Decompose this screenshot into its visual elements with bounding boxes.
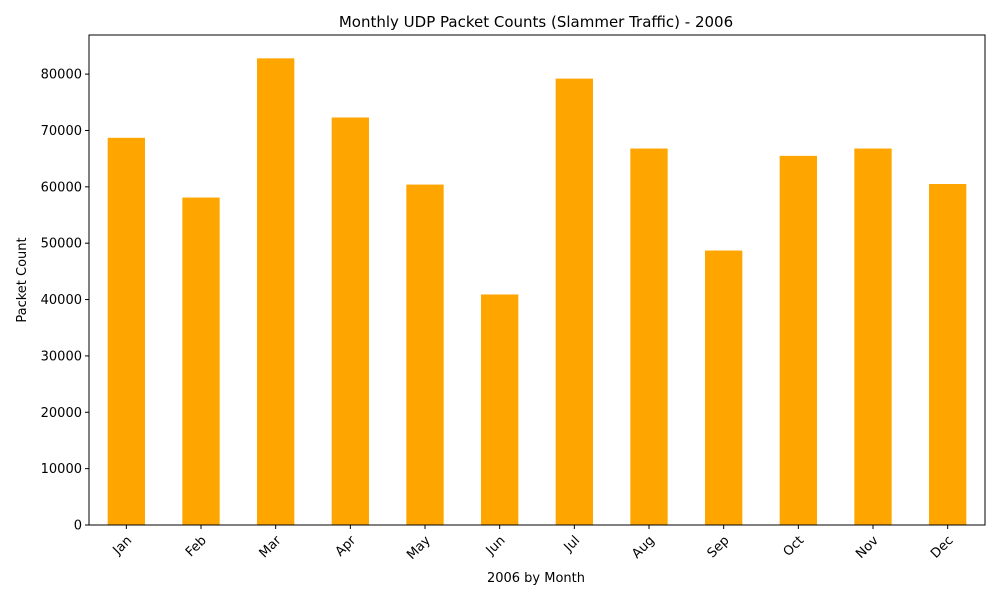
y-tick-label: 20000 [41, 406, 82, 421]
y-tick-label: 60000 [41, 180, 82, 195]
x-tick-label: Nov [853, 533, 882, 562]
y-tick-label: 70000 [41, 124, 82, 139]
y-tick-label: 30000 [41, 349, 82, 364]
x-tick-label: Feb [183, 533, 210, 560]
bar-oct [779, 155, 817, 525]
bar-sep [705, 250, 743, 525]
x-tick-label: Jan [110, 533, 135, 558]
x-tick-label: Oct [781, 533, 808, 560]
x-tick-label: Dec [928, 533, 956, 561]
bar-aug [630, 148, 668, 525]
x-axis-label: 2006 by Month [487, 571, 585, 586]
x-tick-label: Sep [705, 533, 733, 561]
chart-title: Monthly UDP Packet Counts (Slammer Traff… [339, 13, 733, 31]
y-tick-label: 50000 [41, 237, 82, 252]
y-tick-label: 0 [74, 519, 82, 534]
y-tick-label: 10000 [41, 462, 82, 477]
y-axis-label: Packet Count [15, 237, 30, 322]
bar-jul [555, 78, 593, 526]
x-tick-label: Aug [629, 533, 658, 562]
bar-jun [481, 294, 519, 525]
bar-feb [182, 197, 220, 526]
x-tick-label: Apr [333, 533, 360, 560]
bar-apr [331, 117, 369, 525]
y-tick-label: 40000 [41, 293, 82, 308]
x-tick-label: Mar [257, 533, 285, 561]
y-tick-label: 80000 [41, 68, 82, 83]
x-tick-label: Jul [561, 533, 583, 555]
bar-nov [854, 148, 892, 525]
bar-may [406, 184, 444, 525]
bars-layer [107, 58, 967, 526]
x-tick-label: Jun [483, 533, 509, 559]
x-tick-label: May [404, 533, 434, 563]
bar-dec [929, 184, 967, 525]
bar-jan [107, 137, 145, 526]
x-axis: Jan Feb Mar Apr May Jun Jul Aug Sep Oct Nov Dec [110, 525, 956, 563]
y-axis: 0 10000 20000 30000 40000 50000 60000 70000 8000… [41, 68, 89, 534]
bar-mar [257, 58, 295, 525]
plot-frame [88, 34, 986, 526]
